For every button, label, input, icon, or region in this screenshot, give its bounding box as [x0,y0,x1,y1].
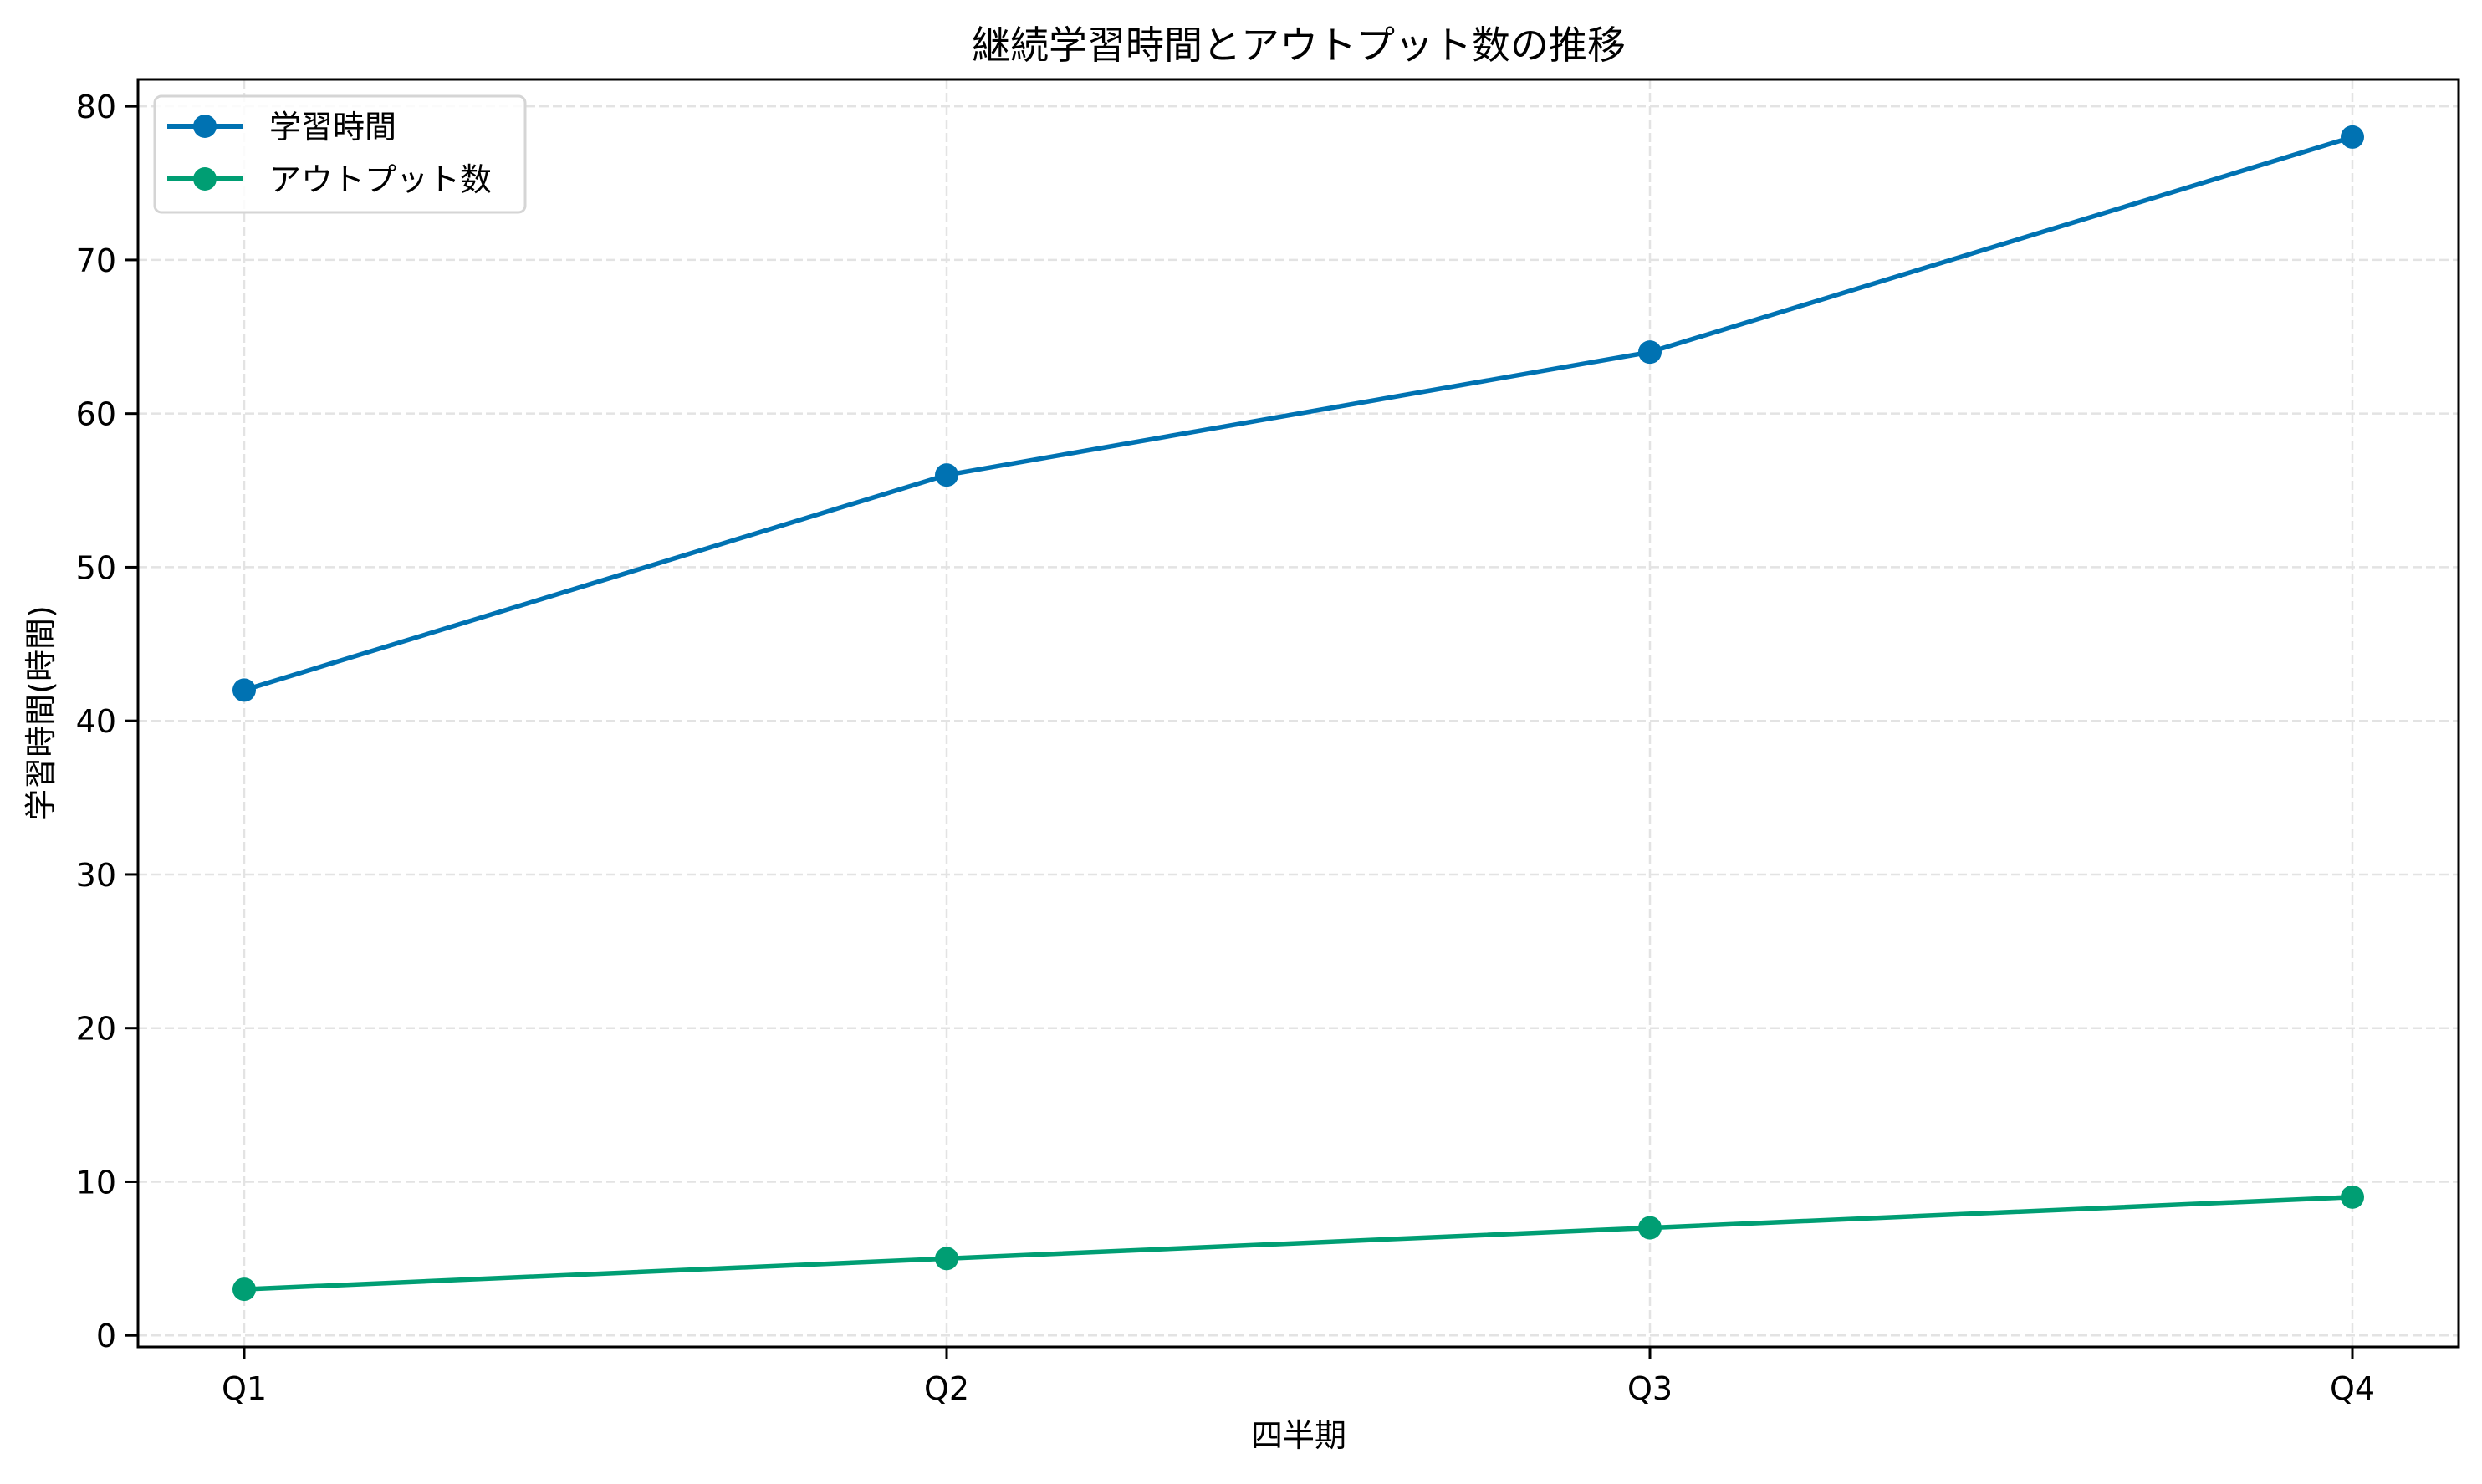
x-tick-label: Q4 [2330,1370,2375,1407]
y-tick-label: 80 [76,89,116,125]
chart-title: 継続学習時間とアウトプット数の推移 [972,23,1626,68]
x-tick-label: Q1 [222,1370,267,1407]
legend-frame [153,94,527,214]
series-0 [232,125,2364,702]
legend-item-output-count: アウトプット数 [167,161,492,198]
data-point-marker [2341,125,2364,149]
y-tick-label: 30 [76,857,116,894]
y-tick-label: 60 [76,396,116,433]
y-tick-label: 50 [76,549,116,586]
y-tick-label: 10 [76,1164,116,1201]
series-line [241,134,2356,693]
data-point-marker [232,678,256,702]
x-tick-label: Q2 [924,1370,969,1407]
series-1 [232,1185,2364,1302]
series-layer [232,125,2364,1302]
legend-label: アウトプット数 [269,161,492,198]
horizontal-gridlines [138,105,2459,1337]
y-tick-label: 40 [76,703,116,740]
legend-marker-circle-icon [193,115,217,138]
data-point-marker [935,463,958,487]
y-tick-label: 70 [76,242,116,279]
data-point-marker [1638,340,1662,365]
data-point-marker [935,1247,958,1271]
x-axis-label: 四半期 [1251,1417,1346,1454]
data-point-marker [1638,1216,1662,1240]
x-tick-label: Q3 [1627,1370,1673,1407]
data-point-marker [2341,1185,2364,1209]
y-axis-label: 学習時間(時間) [23,605,59,821]
x-axis-ticks: Q1 Q2 Q3 Q4 [222,1347,2375,1407]
y-axis-ticks: 0 10 20 30 40 50 60 70 80 [76,89,138,1354]
series-line [242,1194,2355,1292]
legend-item-study-hours: 学習時間 [167,109,396,145]
plot-area-frame [136,78,2460,1349]
legend: 学習時間 アウトプット数 [153,94,527,214]
data-point-marker [232,1277,256,1302]
y-tick-label: 0 [96,1318,116,1354]
y-tick-label: 20 [76,1011,116,1048]
legend-marker-circle-icon [193,167,217,191]
legend-label: 学習時間 [269,109,396,145]
vertical-gridlines [243,79,2354,1347]
